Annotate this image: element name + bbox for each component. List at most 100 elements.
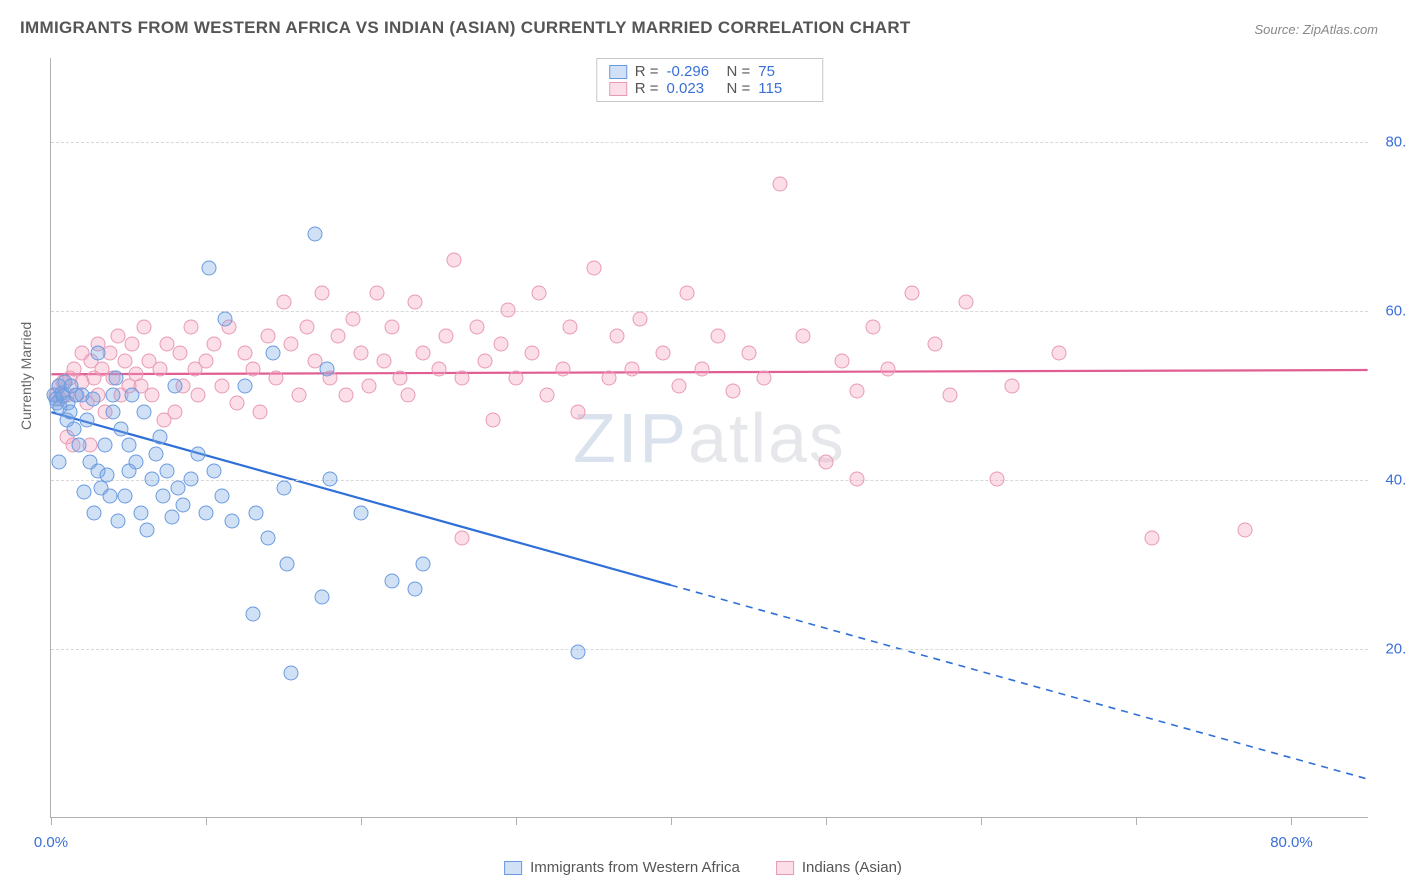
- scatter-point-pink: [850, 383, 865, 398]
- scatter-point-blue: [168, 379, 183, 394]
- scatter-point-blue: [118, 489, 133, 504]
- scatter-point-pink: [354, 345, 369, 360]
- watermark-bold: ZIP: [573, 399, 688, 477]
- scatter-point-blue: [202, 261, 217, 276]
- y-tick-label: 60.0%: [1373, 303, 1406, 320]
- scatter-point-blue: [149, 446, 164, 461]
- scatter-point-pink: [796, 328, 811, 343]
- scatter-point-blue: [323, 472, 338, 487]
- scatter-point-pink: [206, 337, 221, 352]
- scatter-point-blue: [109, 370, 124, 385]
- y-tick-label: 20.0%: [1373, 641, 1406, 658]
- scatter-point-pink: [338, 387, 353, 402]
- scatter-point-pink: [602, 370, 617, 385]
- scatter-point-pink: [695, 362, 710, 377]
- gridline-h: [51, 142, 1368, 143]
- scatter-point-pink: [625, 362, 640, 377]
- scatter-point-blue: [307, 227, 322, 242]
- scatter-point-pink: [431, 362, 446, 377]
- x-tick-label: 0.0%: [34, 834, 68, 851]
- x-tick: [1291, 817, 1292, 825]
- scatter-point-blue: [51, 455, 66, 470]
- scatter-point-pink: [478, 354, 493, 369]
- scatter-point-pink: [392, 370, 407, 385]
- scatter-point-blue: [214, 489, 229, 504]
- scatter-point-blue: [133, 506, 148, 521]
- source-label: Source: ZipAtlas.com: [1254, 22, 1378, 37]
- legend-label-blue: Immigrants from Western Africa: [530, 859, 740, 876]
- legend-n-label: N =: [727, 63, 751, 80]
- scatter-point-pink: [656, 345, 671, 360]
- scatter-point-blue: [245, 607, 260, 622]
- legend-swatch-pink: [776, 861, 794, 875]
- scatter-point-blue: [191, 446, 206, 461]
- scatter-point-pink: [152, 362, 167, 377]
- y-axis-title: Currently Married: [18, 322, 34, 430]
- scatter-point-pink: [671, 379, 686, 394]
- scatter-point-blue: [79, 413, 94, 428]
- legend-n-value-pink: 115: [758, 80, 810, 97]
- x-tick: [51, 817, 52, 825]
- scatter-point-pink: [819, 455, 834, 470]
- scatter-point-pink: [1005, 379, 1020, 394]
- scatter-point-pink: [834, 354, 849, 369]
- scatter-point-blue: [175, 497, 190, 512]
- scatter-point-blue: [102, 489, 117, 504]
- legend-swatch-blue: [609, 65, 627, 79]
- scatter-point-blue: [160, 463, 175, 478]
- scatter-point-blue: [152, 430, 167, 445]
- scatter-point-blue: [276, 480, 291, 495]
- scatter-point-pink: [110, 328, 125, 343]
- legend-label-pink: Indians (Asian): [802, 859, 902, 876]
- scatter-point-blue: [129, 455, 144, 470]
- scatter-point-pink: [253, 404, 268, 419]
- scatter-point-blue: [87, 506, 102, 521]
- scatter-point-pink: [1237, 522, 1252, 537]
- scatter-point-blue: [237, 379, 252, 394]
- gridline-h: [51, 649, 1368, 650]
- scatter-point-blue: [248, 506, 263, 521]
- scatter-point-blue: [416, 556, 431, 571]
- scatter-point-blue: [279, 556, 294, 571]
- scatter-point-blue: [113, 421, 128, 436]
- x-tick: [1136, 817, 1137, 825]
- scatter-point-pink: [183, 320, 198, 335]
- scatter-point-pink: [454, 370, 469, 385]
- scatter-point-pink: [261, 328, 276, 343]
- x-tick: [671, 817, 672, 825]
- y-tick-label: 40.0%: [1373, 472, 1406, 489]
- legend-swatch-pink: [609, 82, 627, 96]
- trend-line: [51, 412, 670, 585]
- legend-r-label: R =: [635, 63, 659, 80]
- x-tick: [206, 817, 207, 825]
- legend-r-value-pink: 0.023: [667, 80, 719, 97]
- legend-swatch-blue: [504, 861, 522, 875]
- trend-lines-svg: [51, 58, 1368, 817]
- x-tick-label: 80.0%: [1270, 834, 1313, 851]
- scatter-point-blue: [85, 392, 100, 407]
- scatter-point-blue: [99, 468, 114, 483]
- scatter-point-blue: [164, 510, 179, 525]
- scatter-point-pink: [772, 176, 787, 191]
- scatter-point-pink: [989, 472, 1004, 487]
- scatter-point-pink: [555, 362, 570, 377]
- scatter-point-blue: [265, 345, 280, 360]
- scatter-point-pink: [214, 379, 229, 394]
- scatter-point-blue: [261, 531, 276, 546]
- scatter-point-pink: [439, 328, 454, 343]
- scatter-point-blue: [71, 438, 86, 453]
- scatter-point-blue: [183, 472, 198, 487]
- scatter-point-pink: [850, 472, 865, 487]
- x-tick: [361, 817, 362, 825]
- scatter-point-pink: [454, 531, 469, 546]
- legend-n-label: N =: [727, 80, 751, 97]
- scatter-point-pink: [1051, 345, 1066, 360]
- legend-n-value-blue: 75: [758, 63, 810, 80]
- scatter-point-blue: [137, 404, 152, 419]
- gridline-h: [51, 480, 1368, 481]
- chart-title: IMMIGRANTS FROM WESTERN AFRICA VS INDIAN…: [20, 18, 911, 38]
- y-tick-label: 80.0%: [1373, 134, 1406, 151]
- scatter-point-pink: [571, 404, 586, 419]
- scatter-point-blue: [155, 489, 170, 504]
- scatter-point-pink: [172, 345, 187, 360]
